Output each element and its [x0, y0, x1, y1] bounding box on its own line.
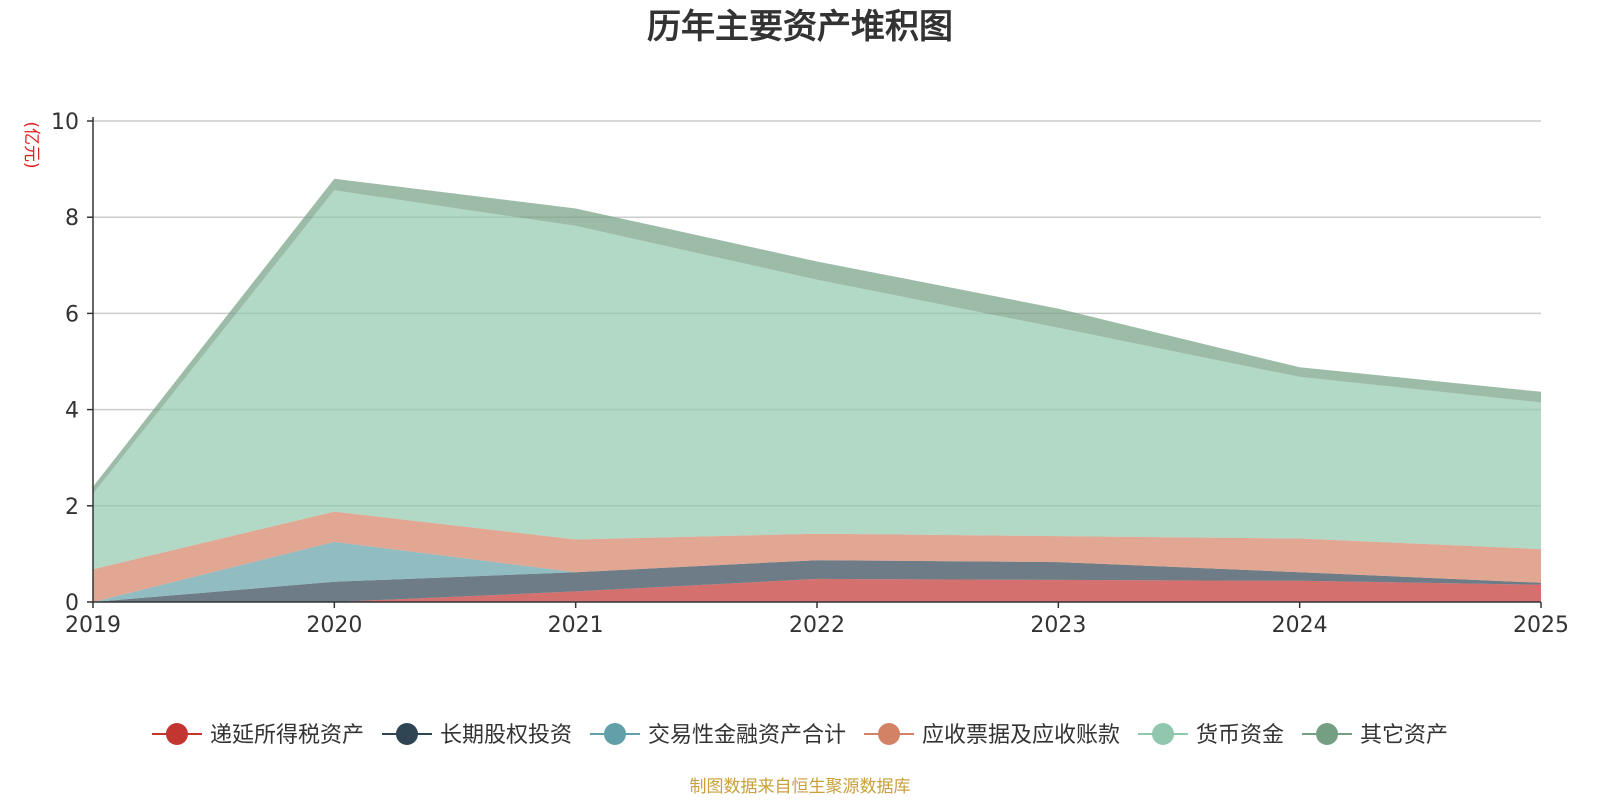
- legend-label: 货币资金: [1196, 723, 1284, 748]
- x-tick-label: 2021: [548, 613, 604, 638]
- legend-item[interactable]: 长期股权投资: [381, 723, 572, 748]
- x-tick-label: 2020: [306, 613, 362, 638]
- y-tick-label: 4: [65, 399, 79, 424]
- area-series-1: [93, 578, 1541, 602]
- legend-item[interactable]: 其它资产: [1302, 723, 1448, 748]
- y-tick-label: 0: [65, 591, 79, 616]
- y-tick-label: 6: [65, 302, 79, 327]
- area-series-2: [93, 560, 1541, 602]
- legend-item[interactable]: 递延所得税资产: [151, 723, 364, 748]
- y-tick-label: 10: [51, 110, 79, 135]
- legend: 递延所得税资产 长期股权投资 交易性金融资产合计 应收票据及应收账款 货币资金 其它资产: [151, 723, 1448, 748]
- legend-item[interactable]: 交易性金融资产合计: [589, 723, 846, 748]
- x-tick-label: 2025: [1513, 613, 1569, 638]
- x-tick-label: 2022: [789, 613, 845, 638]
- legend-marker: [165, 723, 188, 745]
- legend-item[interactable]: 应收票据及应收账款: [864, 723, 1120, 748]
- chart-title: 历年主要资产堆积图: [647, 7, 953, 47]
- data-source-note: 制图数据来自恒生聚源数据库: [690, 777, 911, 797]
- legend-marker: [395, 723, 418, 745]
- legend-label: 应收票据及应收账款: [922, 723, 1120, 748]
- y-tick-label: 2: [65, 495, 79, 520]
- legend-label: 递延所得税资产: [210, 723, 364, 748]
- y-tick-label: 8: [65, 206, 79, 231]
- legend-label: 长期股权投资: [440, 723, 572, 748]
- x-tick-label: 2023: [1030, 613, 1086, 638]
- legend-marker: [878, 723, 900, 745]
- x-tick-label: 2024: [1272, 613, 1328, 638]
- legend-marker: [1316, 723, 1339, 745]
- axes: 0 2 4 6 8 10 2019 2020 2021 2022 2023 2024 2025: [51, 110, 1569, 638]
- area-series-3: [93, 541, 1541, 602]
- legend-marker: [603, 723, 626, 745]
- y-axis-unit-label: (亿元): [21, 121, 41, 168]
- legend-label: 其它资产: [1360, 723, 1448, 748]
- legend-marker: [1152, 723, 1175, 745]
- legend-item[interactable]: 货币资金: [1138, 723, 1284, 748]
- area-series-group: [93, 178, 1541, 602]
- legend-label: 交易性金融资产合计: [648, 723, 846, 748]
- area-series-4: [93, 511, 1541, 602]
- x-tick-label: 2019: [65, 613, 121, 638]
- area-series-5: [93, 190, 1541, 570]
